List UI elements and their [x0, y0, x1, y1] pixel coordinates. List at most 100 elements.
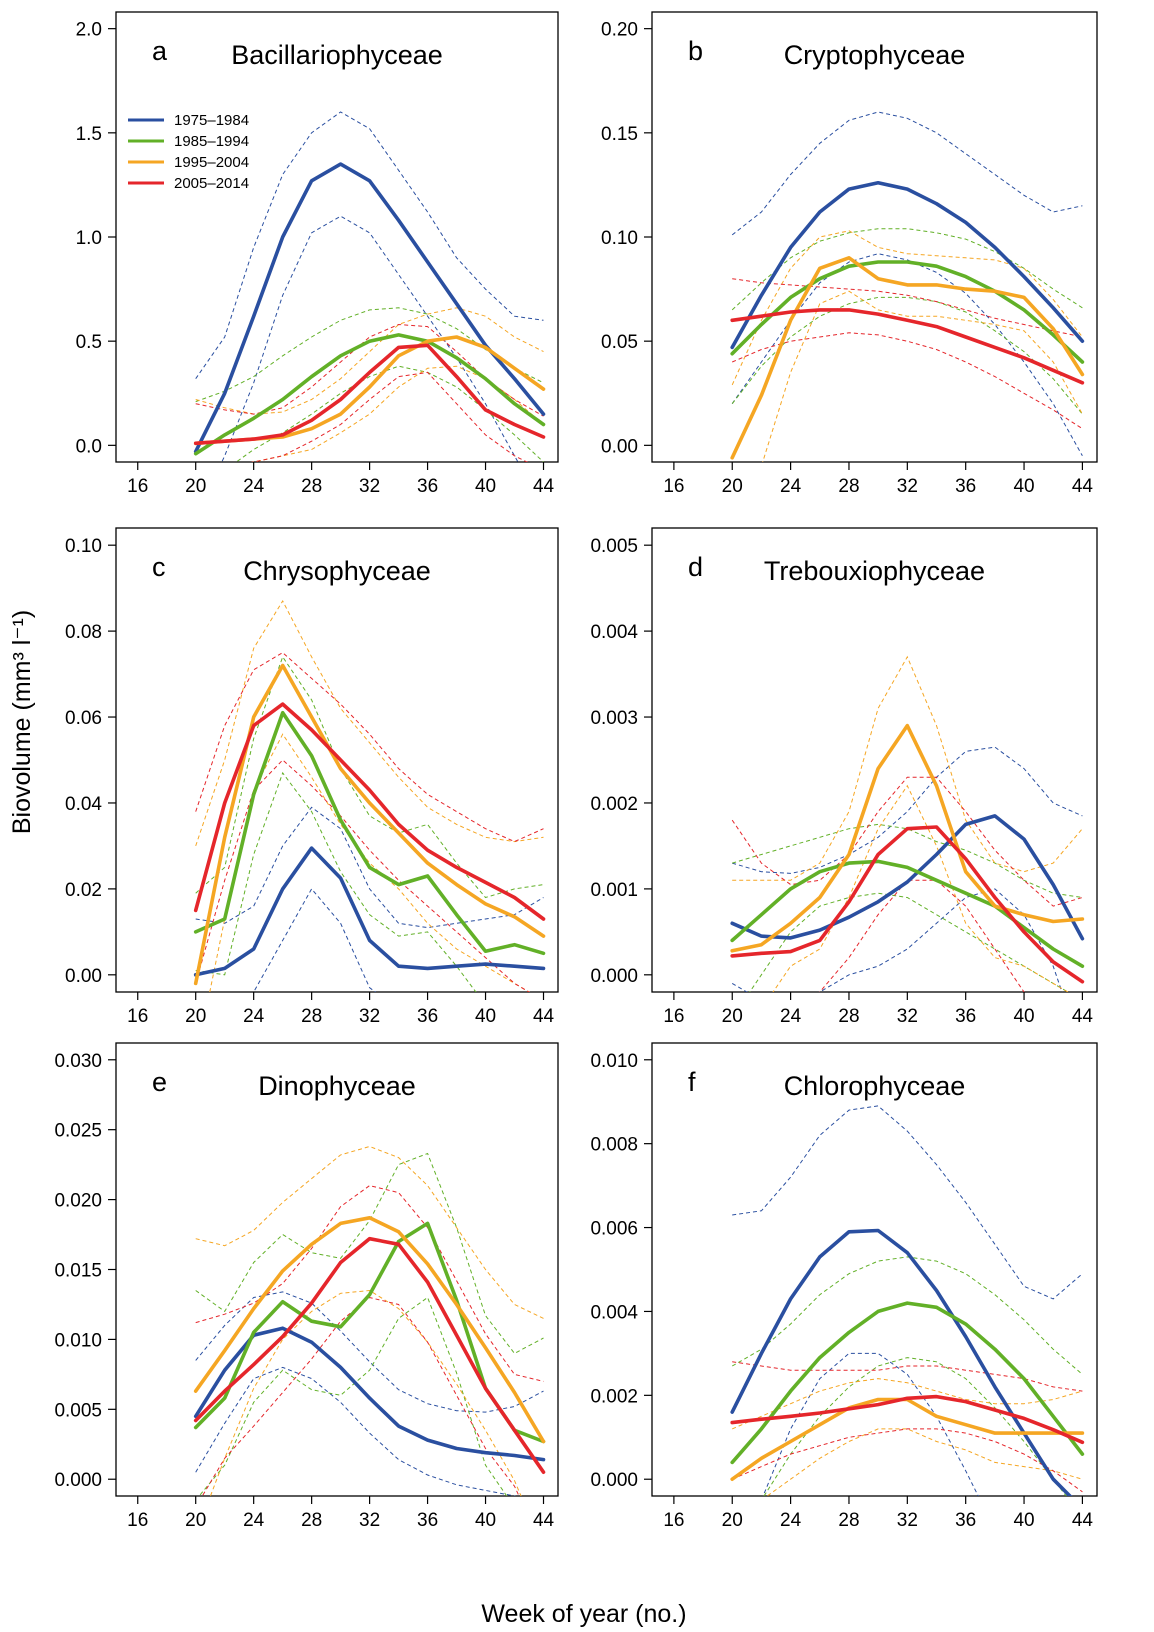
series-1995-2004-ci-lower: [766, 1428, 1083, 1496]
y-tick-label: 0.030: [54, 1051, 102, 1072]
x-tick-label: 44: [533, 476, 555, 497]
y-axis: 0.00 0.02 0.04 0.06 0.08 0.10: [65, 536, 116, 987]
series-2005-2014-line: [730, 308, 1085, 385]
y-tick-label: 0.002: [590, 794, 638, 815]
x-tick-label: 40: [1013, 1510, 1034, 1531]
chart-panel-a: 16 20 24 28 32 36 40 44 0.0 0.5 1.0 1.5 2.0 a Bacillar…: [76, 11, 559, 497]
series-2005-2014-line: [730, 1394, 1085, 1445]
y-tick-label: 0.025: [54, 1121, 102, 1142]
panel-title: Trebouxiophyceae: [764, 556, 985, 586]
chart-panel-c: 16 20 24 28 32 36 40 44 0.00 0.02 0.04 0.06 0.08 0.10…: [65, 527, 559, 1027]
x-tick-label: 24: [243, 1510, 265, 1531]
x-tick-label: 32: [359, 1510, 380, 1531]
x-tick-label: 20: [185, 476, 206, 497]
x-tick-label: 28: [838, 476, 859, 497]
y-tick-label: 0.003: [590, 708, 638, 729]
y-tick-label: 1.5: [76, 124, 102, 145]
series-1975-1984-line: [193, 846, 546, 977]
series-2005-2014-line: [730, 825, 1085, 984]
y-tick-label: 0.02: [65, 880, 102, 901]
x-tick-label: 36: [955, 1510, 976, 1531]
series-1995-2004-line: [730, 256, 1085, 460]
series-1975-1984-ci-upper: [195, 111, 544, 379]
x-tick-label: 20: [722, 1510, 743, 1531]
y-tick-label: 0.08: [65, 622, 102, 643]
legend-label: 1985–1994: [174, 133, 249, 150]
x-tick-label: 36: [417, 1510, 438, 1531]
panel-letter: e: [152, 1067, 167, 1097]
x-tick-label: 24: [780, 1006, 802, 1027]
x-axis: 16 20 24 28 32 36 40 44: [127, 462, 555, 497]
series-1995-2004-ci-upper: [732, 655, 1083, 881]
y-tick-label: 0.0: [76, 436, 102, 457]
y-tick-label: 0.004: [590, 622, 638, 643]
series-1975-1984-ci-upper: [731, 111, 1083, 236]
x-tick-label: 28: [301, 476, 322, 497]
series-1995-2004-ci-upper: [195, 1145, 544, 1319]
plot-area: [730, 111, 1085, 462]
x-tick-label: 20: [185, 1510, 206, 1531]
x-tick-label: 40: [475, 476, 496, 497]
x-tick-label: 28: [838, 1510, 859, 1531]
series-1985-1994-line: [730, 1301, 1085, 1465]
series-1985-1994-ci-lower: [731, 296, 1083, 415]
x-tick-label: 36: [417, 476, 438, 497]
y-tick-label: 0.05: [601, 332, 638, 353]
x-tick-label: 28: [838, 1006, 859, 1027]
y-tick-label: 0.015: [54, 1261, 102, 1282]
x-tick-label: 20: [722, 476, 743, 497]
chart-panel-d: 16 20 24 28 32 36 40 440.0000.0010.0020.0030.00…: [590, 527, 1098, 1027]
x-tick-label: 24: [243, 1006, 265, 1027]
series-1995-2004-line: [730, 723, 1085, 953]
plot-area: [193, 111, 546, 462]
panel-letter: b: [688, 36, 703, 66]
y-tick-label: 0.10: [65, 536, 102, 557]
y-axis-title: Biovolume (mm³ l⁻¹): [8, 610, 36, 834]
series-1995-2004-ci-lower: [762, 290, 1083, 462]
series-2005-2014-line: [193, 702, 546, 921]
plot-frame: [651, 527, 1098, 993]
series-1985-1994-ci-lower: [198, 1296, 508, 1496]
x-tick-label: 32: [897, 1006, 918, 1027]
y-axis: 0.000 0.002 0.004 0.006 0.008 0.010: [590, 1051, 652, 1491]
panel-title: Cryptophyceae: [784, 40, 966, 70]
series-1985-1994-ci-upper: [195, 655, 544, 899]
y-tick-label: 0.20: [601, 20, 638, 41]
x-axis: 16 20 24 28 32 36 40 44: [127, 1496, 555, 1531]
series-1975-1984-ci-lower: [195, 1366, 517, 1496]
series-2005-2014-ci-upper: [732, 1361, 1083, 1392]
plot-area: [193, 599, 546, 992]
x-tick-label: 44: [1072, 1006, 1094, 1027]
series-1975-1984-ci-upper: [732, 1105, 1083, 1300]
series-1975-1984-ci-lower: [762, 1352, 979, 1496]
panels: 16 20 24 28 32 36 40 44 0.0 0.5 1.0 1.5 2.0 a Bacillar…: [54, 11, 1098, 1531]
x-axis: 16 20 24 28 32 36 40 44: [663, 992, 1093, 1027]
x-tick-label: 44: [533, 1006, 555, 1027]
y-tick-label: 0.000: [54, 1470, 102, 1491]
plot-frame: [115, 11, 559, 463]
x-tick-label: 16: [663, 476, 684, 497]
plot-frame: [115, 527, 559, 993]
x-tick-label: 28: [301, 1006, 322, 1027]
chart-panel-b: 16 20 24 28 32 36 40 44 0.00 0.05 0.10 0.15 0.20 b Cry…: [601, 11, 1098, 497]
x-tick-label: 24: [780, 476, 802, 497]
x-axis: 16 20 24 28 32 36 40 44: [663, 1496, 1093, 1531]
x-tick-label: 40: [1013, 1006, 1034, 1027]
series-1975-1984-line: [730, 181, 1085, 350]
y-tick-label: 0.00: [601, 436, 638, 457]
y-tick-label: 0.000: [590, 1470, 638, 1491]
series-2005-2014-ci-lower: [732, 332, 1083, 430]
panel-title: Dinophyceae: [258, 1071, 416, 1101]
panel-title: Chrysophyceae: [243, 556, 431, 586]
y-tick-label: 0.001: [590, 880, 638, 901]
y-tick-label: 0.002: [590, 1386, 638, 1407]
x-tick-label: 40: [1013, 476, 1034, 497]
x-tick-label: 16: [663, 1510, 684, 1531]
series-1975-1984-ci-lower: [252, 888, 377, 992]
y-tick-label: 0.10: [601, 228, 638, 249]
series-1995-2004-ci-upper: [195, 307, 544, 415]
plot-frame: [651, 1042, 1098, 1497]
series-1985-1994-line: [193, 1221, 546, 1444]
x-tick-label: 40: [475, 1510, 496, 1531]
